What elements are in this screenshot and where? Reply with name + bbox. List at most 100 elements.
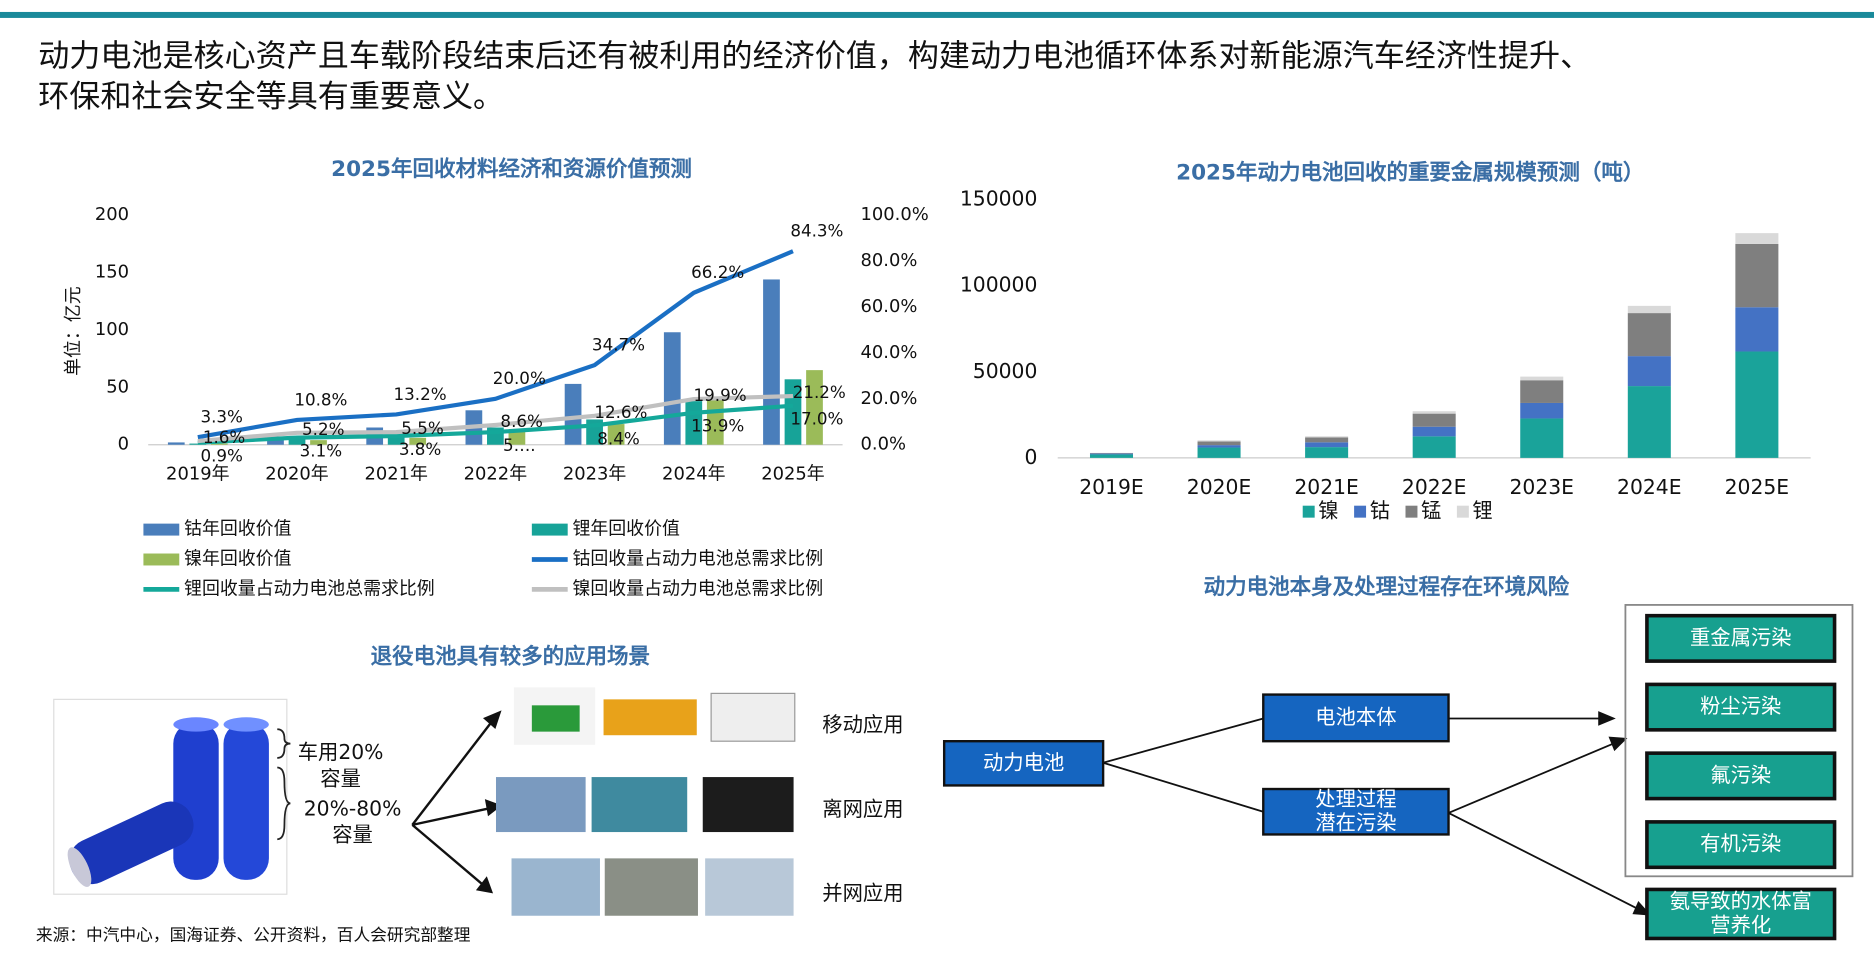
legend-label: 锂 [1472, 499, 1492, 523]
brackets [277, 728, 291, 841]
capacity-label: 20%-80% [304, 796, 402, 820]
bar-segment [1520, 376, 1564, 381]
bar [663, 332, 681, 445]
y-tick-label: 100 [95, 319, 129, 340]
header-title: 环保和社会安全等具有重要意义。 [38, 79, 504, 115]
bar [806, 370, 823, 445]
data-label: 0.9% [200, 446, 242, 466]
bar-segment [1197, 447, 1241, 458]
y-tick-label: 200 [95, 204, 129, 225]
x-tick-label: 2022E [1402, 475, 1467, 499]
bar-segment [1089, 453, 1134, 454]
legend-label: 锂回收量占动力电池总需求比例 [184, 578, 435, 599]
chart-title: 2025年动力电池回收的重要金属规模预测（吨） [1176, 159, 1644, 185]
section-title: 动力电池本身及处理过程存在环境风险 [1204, 574, 1570, 600]
capacity-label: 容量 [332, 823, 373, 847]
x-tick-label: 2024年 [662, 464, 726, 485]
data-label: 5…. [503, 435, 536, 455]
x-tick-label: 2020年 [265, 464, 329, 485]
y-tick-label: 100000 [960, 273, 1038, 297]
y2-tick-label: 80.0% [861, 250, 918, 271]
y-tick-label: 50000 [973, 359, 1038, 383]
bar-segment [1305, 447, 1349, 458]
bar [409, 437, 427, 445]
capacity-label: 车用20% [298, 740, 384, 764]
y-tick-label: 0 [1024, 445, 1037, 469]
x-tick-label: 2024E [1617, 475, 1682, 499]
section-title: 退役电池具有较多的应用场景 [371, 644, 650, 670]
application-label: 离网应用 [822, 797, 903, 821]
bar-segment [1197, 440, 1241, 442]
risk-node-label: 氟污染 [1710, 763, 1771, 787]
risk-connectors [1102, 711, 1652, 916]
risk-panel [1624, 604, 1854, 878]
y2-tick-label: 40.0% [861, 342, 918, 363]
x-tick-label: 2021E [1294, 475, 1359, 499]
data-label: 3.3% [200, 407, 242, 427]
risk-node [1645, 887, 1837, 941]
data-label: 3.8% [399, 439, 441, 459]
legend-label: 锂年回收价值 [572, 519, 680, 540]
data-label: 1.6% [203, 427, 245, 447]
source: 来源：中汽中心，国海证券、公开资料，百人会研究部整理 [36, 925, 471, 945]
data-label: 21.2% [793, 382, 846, 402]
x-tick-label: 2019年 [166, 464, 230, 485]
middle-node-label: 潜在污染 [1315, 811, 1396, 835]
middle-node [1262, 693, 1450, 743]
legend-swatch [1354, 505, 1367, 518]
legend-swatch [1405, 505, 1418, 518]
data-label: 3.1% [300, 440, 342, 460]
x-tick-label: 2025年 [761, 464, 825, 485]
top-bar [0, 11, 1874, 18]
x-tick-label: 2023E [1509, 475, 1574, 499]
data-label: 5.2% [302, 419, 344, 439]
bar-segment [1305, 436, 1349, 438]
bar [310, 440, 327, 445]
bar-segment [1412, 426, 1456, 437]
bar-segment [1735, 307, 1779, 352]
data-label: 66.2% [691, 262, 744, 282]
y-axis-label: 单位：亿元 [63, 286, 84, 376]
bar [167, 442, 185, 445]
risk-node-label: 重金属污染 [1690, 625, 1792, 649]
risk-node-label: 营养化 [1710, 913, 1771, 937]
bar-segment [1089, 454, 1134, 458]
header-title: 动力电池是核心资产且车载阶段结束后还有被利用的经济价值，构建动力电池循环体系对新… [38, 38, 1591, 74]
application-label: 移动应用 [822, 713, 903, 737]
data-label: 8.6% [500, 411, 542, 431]
legend-swatch [531, 523, 568, 536]
bar-segment [1735, 233, 1779, 244]
bar-segment [1412, 436, 1456, 458]
bar-segment [1197, 445, 1241, 448]
middle-node-label: 电池本体 [1315, 705, 1396, 729]
data-label: 19.9% [694, 385, 747, 405]
x-tick-label: 2025E [1725, 475, 1790, 499]
data-label: 17.0% [790, 409, 843, 429]
risk-node [1645, 613, 1837, 663]
bar [607, 424, 625, 445]
data-label: 5.5% [401, 418, 443, 438]
bar-segment [1627, 386, 1671, 458]
y2-tick-label: 60.0% [861, 296, 918, 317]
bar-segment [1089, 453, 1134, 455]
x-tick-label: 2023年 [563, 464, 627, 485]
bar [288, 438, 306, 445]
legend-label: 镍年回收价值 [184, 548, 292, 569]
legend-swatch [143, 553, 180, 566]
source-node [942, 740, 1105, 787]
bar-segment [1735, 351, 1779, 458]
y2-tick-label: 0.0% [861, 434, 906, 455]
bar-segment [1305, 442, 1349, 448]
legend-label: 钴回收量占动力电池总需求比例 [572, 548, 823, 569]
application-label: 并网应用 [822, 881, 903, 905]
line [197, 403, 794, 445]
risk-node [1645, 820, 1837, 870]
legend-swatch [1302, 505, 1315, 518]
risk-node [1645, 751, 1837, 801]
bar-segment [1735, 243, 1779, 308]
middle-node [1262, 787, 1450, 836]
data-label: 10.8% [294, 389, 347, 409]
legend-label: 钴年回收价值 [184, 519, 292, 540]
data-label: 13.2% [394, 384, 447, 404]
